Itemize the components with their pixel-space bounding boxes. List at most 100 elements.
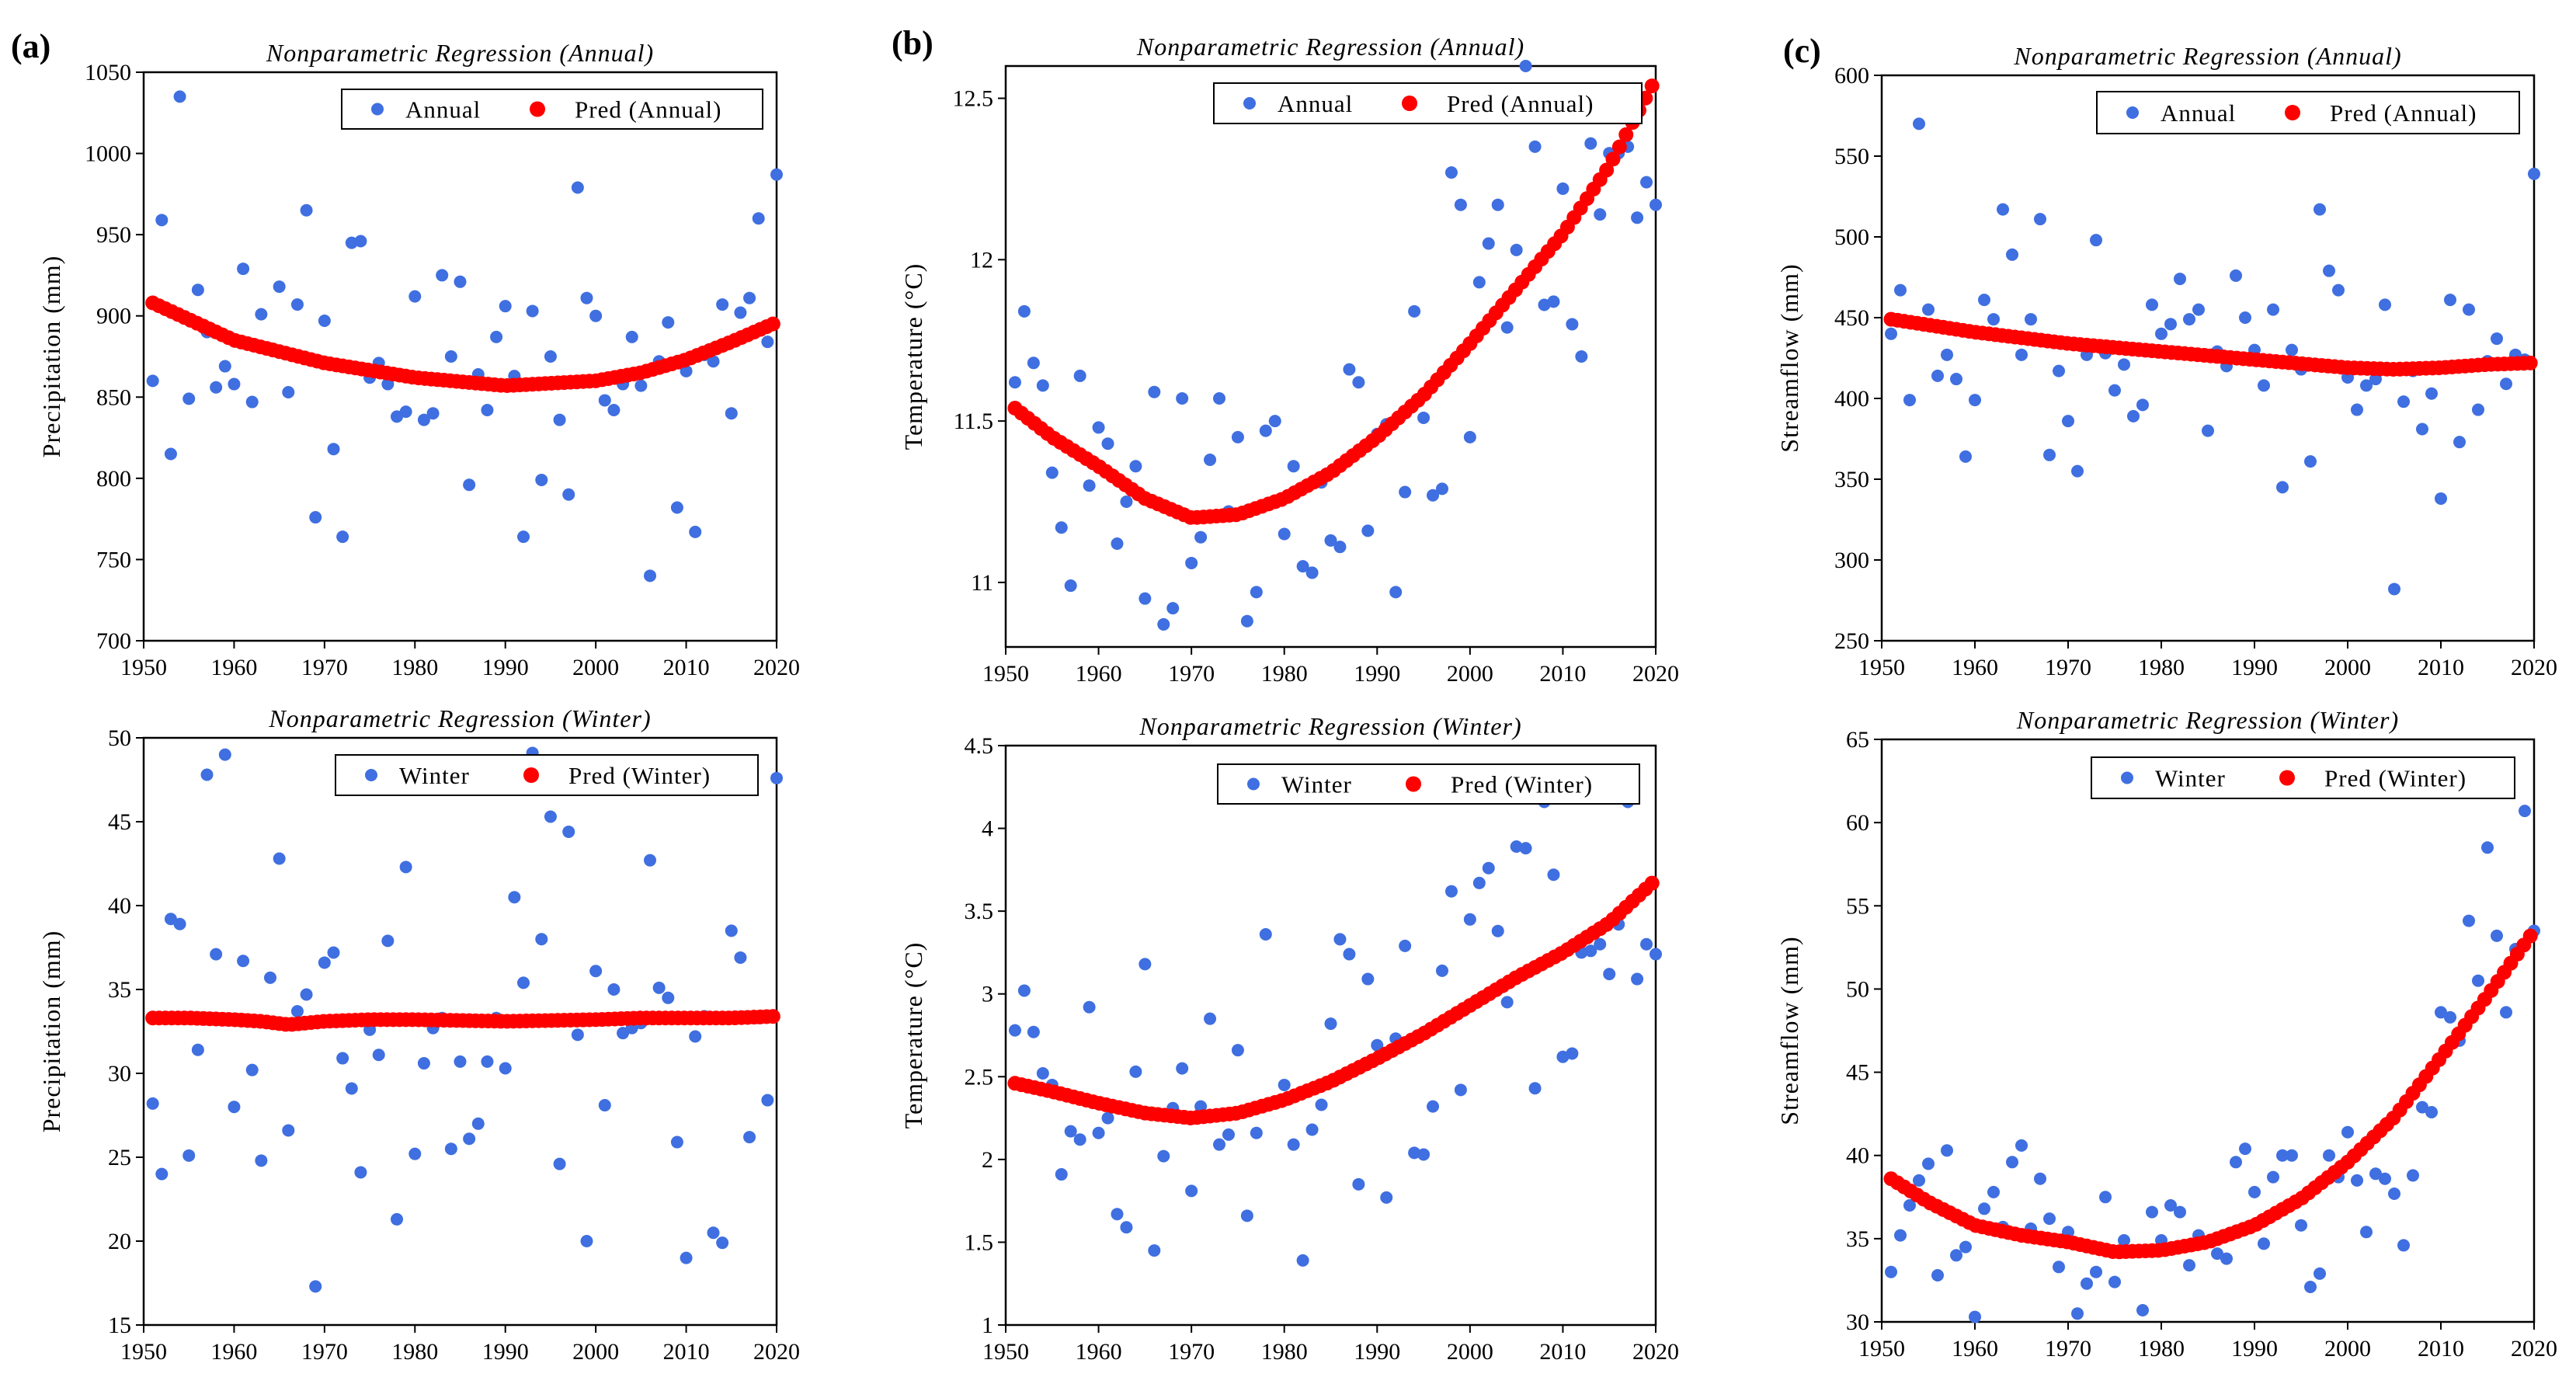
- y-tick-label: 900: [96, 304, 131, 329]
- x-tick-label: 2000: [2324, 1336, 2371, 1361]
- series-observed: [1008, 60, 1662, 631]
- predicted-point: [1599, 162, 1615, 178]
- observed-point: [1454, 198, 1467, 211]
- observed-point: [2304, 455, 2317, 468]
- observed-point: [689, 1030, 702, 1043]
- observed-point: [2136, 398, 2149, 412]
- observed-point: [2379, 1172, 2391, 1185]
- y-tick-label: 250: [1834, 628, 1869, 654]
- observed-point: [1092, 421, 1105, 434]
- x-tick-label: 2020: [2511, 655, 2557, 680]
- observed-point: [1333, 541, 1347, 554]
- y-tick-label: 550: [1834, 144, 1869, 169]
- observed-point: [1399, 939, 1412, 952]
- y-tick-label: 15: [108, 1313, 131, 1338]
- observed-point: [652, 981, 666, 994]
- observed-point: [1157, 617, 1170, 631]
- observed-point: [634, 379, 648, 392]
- observed-point: [571, 181, 584, 194]
- observed-point: [2071, 1307, 2084, 1320]
- observed-point: [2407, 1169, 2419, 1182]
- observed-point: [1556, 182, 1570, 195]
- observed-point: [164, 447, 177, 461]
- observed-point: [1435, 482, 1448, 496]
- observed-point: [1491, 924, 1504, 937]
- observed-point: [1185, 1184, 1198, 1198]
- x-tick-label: 1990: [2231, 1336, 2278, 1361]
- observed-point: [725, 407, 738, 420]
- observed-point: [2453, 436, 2466, 449]
- x-tick-label: 1950: [120, 655, 167, 680]
- legend-label-observed: Annual: [405, 96, 481, 123]
- observed-point: [1240, 1209, 1253, 1222]
- observed-point: [1584, 944, 1597, 958]
- observed-point: [716, 1236, 729, 1250]
- observed-point: [408, 1147, 422, 1160]
- y-axis-label: Streamflow (mm): [1775, 263, 1803, 452]
- observed-point: [1463, 913, 1476, 926]
- observed-point: [1017, 984, 1031, 997]
- observed-point: [1463, 430, 1476, 443]
- observed-point: [1547, 295, 1560, 308]
- observed-point: [743, 291, 756, 304]
- x-tick-label: 2010: [1539, 1339, 1586, 1365]
- observed-point: [264, 971, 276, 984]
- observed-point: [2332, 283, 2345, 297]
- observed-point: [1064, 579, 1077, 593]
- observed-point: [598, 1099, 611, 1112]
- observed-point: [463, 478, 476, 492]
- observed-point: [2230, 1156, 2242, 1169]
- observed-point: [2202, 424, 2214, 437]
- x-tick-label: 1970: [1168, 661, 1215, 687]
- observed-point: [399, 861, 412, 874]
- observed-point: [1640, 937, 1653, 951]
- observed-point: [183, 1149, 196, 1162]
- observed-point: [1435, 964, 1448, 977]
- legend-marker-predicted: [523, 767, 539, 783]
- observed-point: [1922, 1157, 1935, 1170]
- observed-point: [2090, 1265, 2102, 1278]
- observed-point: [1987, 1185, 2000, 1198]
- observed-point: [1222, 1128, 1235, 1141]
- observed-point: [2164, 318, 2177, 331]
- observed-point: [1575, 350, 1588, 363]
- series-predicted: [1007, 875, 1660, 1125]
- predicted-point: [1611, 139, 1627, 155]
- observed-point: [716, 298, 729, 311]
- observed-point: [2519, 805, 2531, 818]
- observed-point: [309, 1280, 322, 1293]
- observed-point: [625, 330, 638, 343]
- observed-point: [1296, 1254, 1309, 1267]
- observed-point: [2034, 1172, 2046, 1185]
- observed-point: [381, 934, 395, 948]
- observed-point: [2491, 929, 2503, 942]
- observed-point: [146, 1097, 159, 1110]
- observed-point: [2053, 1261, 2065, 1274]
- observed-point: [1510, 840, 1523, 854]
- observed-point: [1997, 203, 2009, 216]
- chart-c-annual: Nonparametric Regression (Annual) Streamf…: [1775, 42, 2557, 680]
- observed-point: [598, 394, 611, 407]
- x-tick-label: 1970: [2045, 1336, 2091, 1361]
- observed-point: [1380, 1191, 1393, 1204]
- observed-point: [146, 374, 159, 388]
- observed-point: [1101, 437, 1114, 450]
- legend-label-observed: Annual: [2161, 99, 2236, 127]
- observed-point: [2071, 464, 2084, 478]
- observed-point: [2239, 1142, 2251, 1156]
- observed-point: [1361, 524, 1375, 537]
- observed-point: [327, 946, 340, 959]
- observed-point: [1978, 294, 1990, 307]
- legend-label-predicted: Pred (Annual): [1447, 90, 1594, 117]
- predicted-point: [2522, 355, 2538, 370]
- observed-point: [2081, 1277, 2093, 1290]
- y-tick-label: 35: [1846, 1226, 1869, 1252]
- x-tick-label: 2020: [753, 655, 800, 680]
- chart-b-winter: Nonparametric Regression (Winter) Tempera…: [899, 712, 1679, 1365]
- observed-point: [2211, 1247, 2223, 1261]
- series-predicted: [1007, 78, 1660, 525]
- observed-point: [2053, 364, 2065, 377]
- observed-point: [2118, 1234, 2130, 1247]
- observed-point: [707, 1226, 720, 1240]
